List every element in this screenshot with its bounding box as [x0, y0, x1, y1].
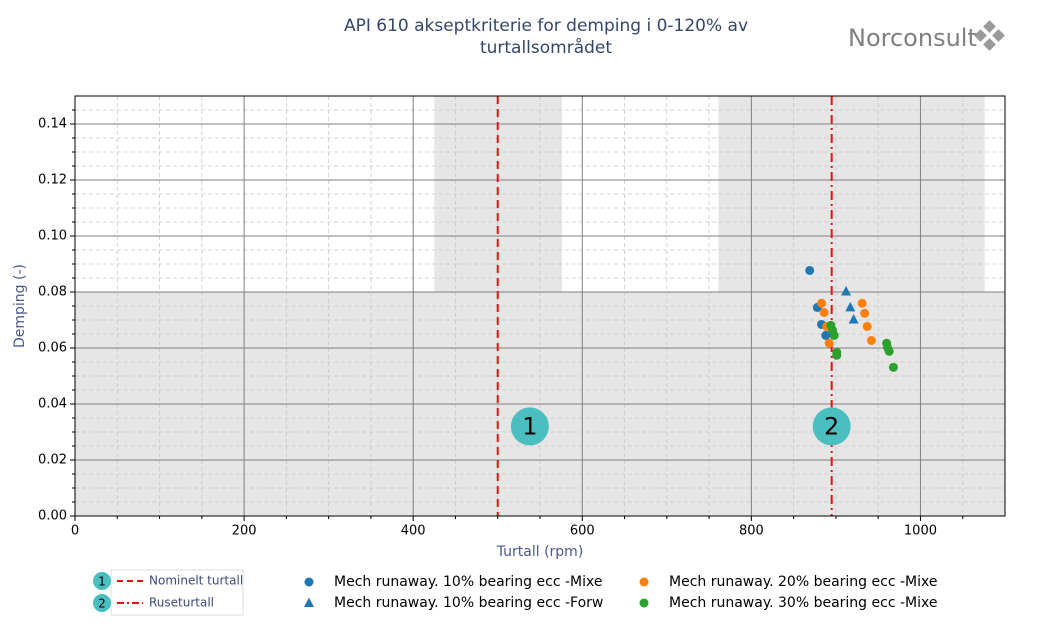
x-tick-label: 1000 — [904, 524, 937, 539]
legend-marker — [639, 577, 649, 587]
legend-label: Nominelt turtall — [149, 574, 243, 588]
annotation-text: 2 — [824, 412, 839, 440]
point — [845, 301, 856, 312]
legend-marker — [304, 577, 314, 587]
point — [848, 313, 859, 324]
y-tick-label: 0.04 — [38, 397, 67, 412]
y-tick-label: 0.08 — [38, 285, 67, 300]
point — [841, 285, 852, 296]
annotation-text: 1 — [522, 412, 537, 440]
legend-marker — [304, 597, 314, 607]
legend-label: Mech runaway. 20% bearing ecc -Mixe — [669, 574, 937, 590]
point — [860, 308, 870, 318]
legend-label: Ruseturtall — [149, 596, 214, 610]
chart-title: API 610 akseptkriterie for demping i 0-1… — [344, 16, 748, 36]
point — [819, 307, 829, 317]
y-tick-label: 0.12 — [38, 173, 67, 188]
point — [857, 298, 867, 308]
point — [862, 321, 872, 331]
annotation-badge — [510, 407, 549, 446]
legend-box — [110, 569, 244, 616]
point — [832, 350, 842, 360]
annotation-badge — [812, 407, 851, 446]
legend-badge — [93, 594, 111, 612]
point — [888, 362, 898, 372]
chart-title: turtallsområdet — [480, 37, 612, 58]
x-tick-label: 400 — [401, 524, 426, 539]
point — [805, 265, 815, 275]
x-axis-label: Turtall (rpm) — [496, 544, 584, 560]
y-tick-label: 0.06 — [38, 341, 67, 356]
y-axis-label: Demping (-) — [12, 264, 28, 348]
legend-label: Mech runaway. 30% bearing ecc -Mixe — [669, 595, 937, 611]
point — [824, 338, 834, 348]
x-tick-label: 600 — [570, 524, 595, 539]
legend-badge — [93, 572, 111, 590]
y-tick-label: 0.02 — [38, 453, 67, 468]
point — [821, 330, 831, 340]
legend-badge-text: 1 — [98, 575, 106, 589]
logo-icon — [974, 20, 1005, 51]
point — [817, 298, 827, 308]
x-tick-label: 200 — [232, 524, 257, 539]
y-tick-label: 0.10 — [38, 229, 67, 244]
point — [829, 330, 839, 340]
legend-label: Mech runaway. 10% bearing ecc -Forw — [334, 595, 603, 611]
y-tick-label: 0.00 — [38, 509, 67, 524]
x-tick-label: 800 — [739, 524, 764, 539]
legend-badge-text: 2 — [98, 597, 106, 611]
logo-text: Norconsult — [848, 24, 977, 52]
point — [866, 335, 876, 345]
x-tick-label: 0 — [71, 524, 79, 539]
plot-frame — [74, 95, 1006, 517]
legend-marker — [639, 598, 649, 608]
legend-label: Mech runaway. 10% bearing ecc -Mixe — [334, 574, 602, 590]
point — [884, 346, 894, 356]
y-tick-label: 0.14 — [38, 117, 67, 132]
